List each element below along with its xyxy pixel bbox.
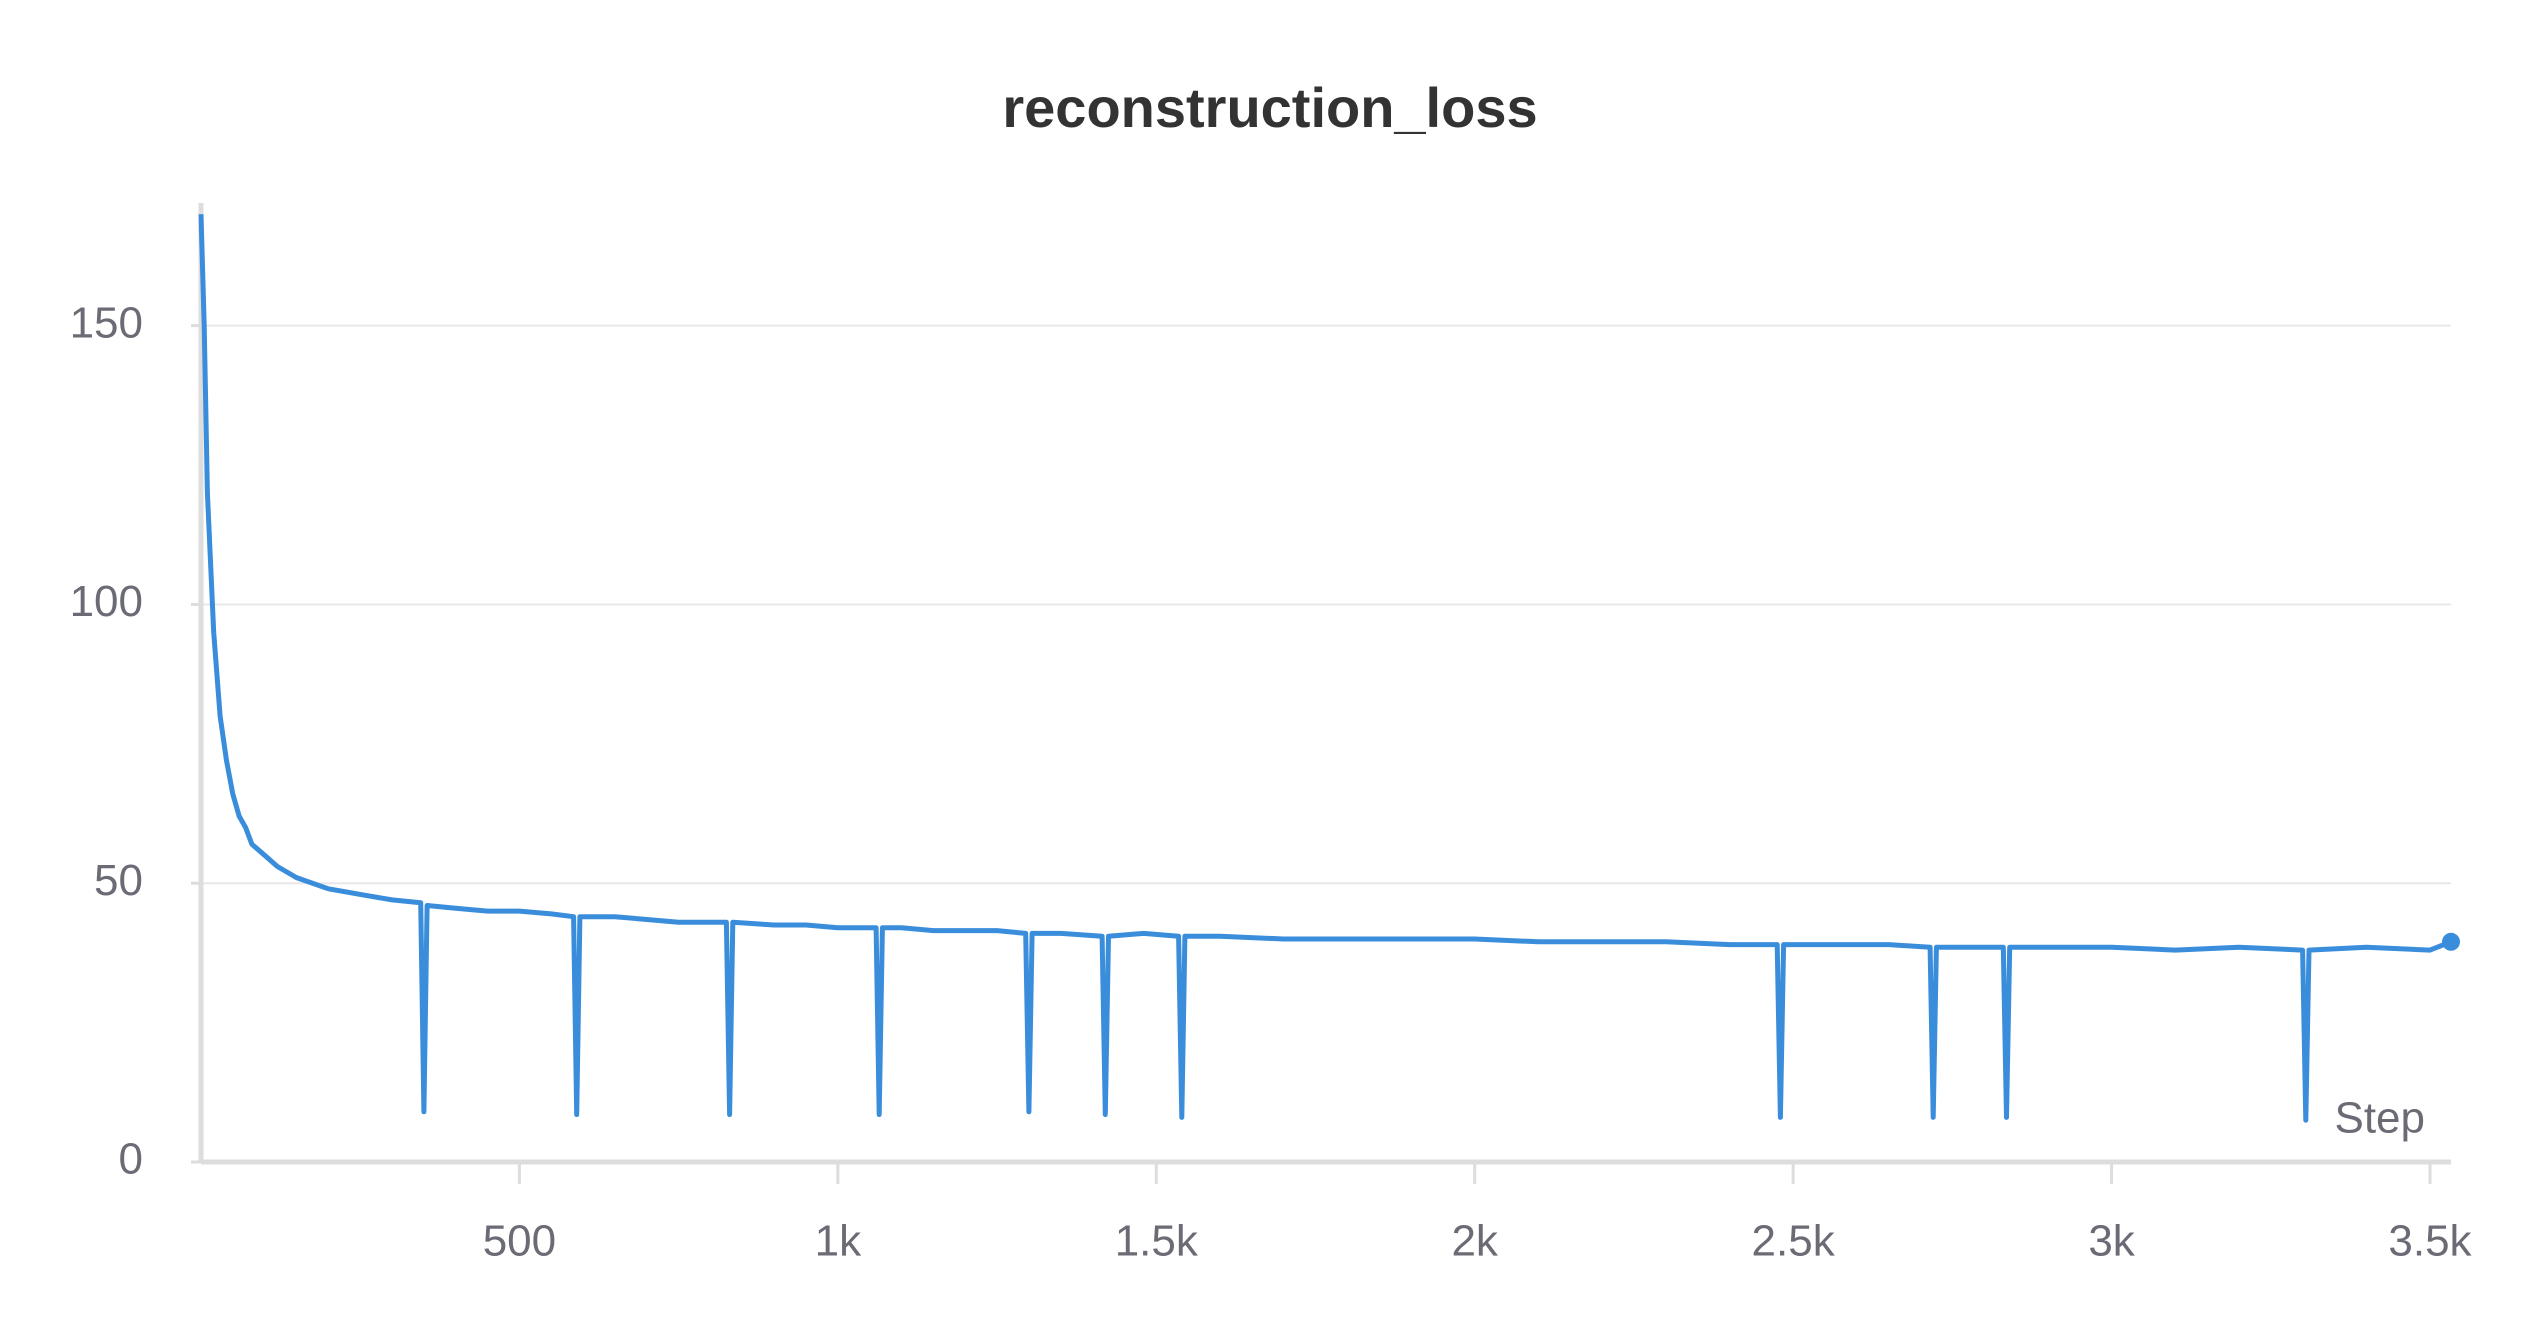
end-point	[2442, 932, 2460, 951]
x-axis-label: Step	[2334, 1094, 2425, 1143]
x-tick-label: 3.5k	[2388, 1217, 2472, 1266]
y-tick-label: 0	[119, 1135, 143, 1184]
chart-title: reconstruction_loss	[1002, 76, 1537, 139]
x-tick-label: 2.5k	[1752, 1217, 1836, 1266]
y-tick-label: 150	[70, 298, 143, 347]
x-tick-label: 500	[483, 1217, 556, 1266]
x-tick-label: 3k	[2088, 1217, 2135, 1266]
loss-line	[198, 214, 2452, 1123]
x-tick-label: 2k	[1451, 1217, 1498, 1266]
x-tick-label: 1k	[815, 1217, 862, 1266]
x-tick-label: 1.5k	[1115, 1217, 1199, 1266]
y-tick-label: 100	[70, 577, 143, 626]
y-tick-label: 50	[94, 856, 143, 905]
